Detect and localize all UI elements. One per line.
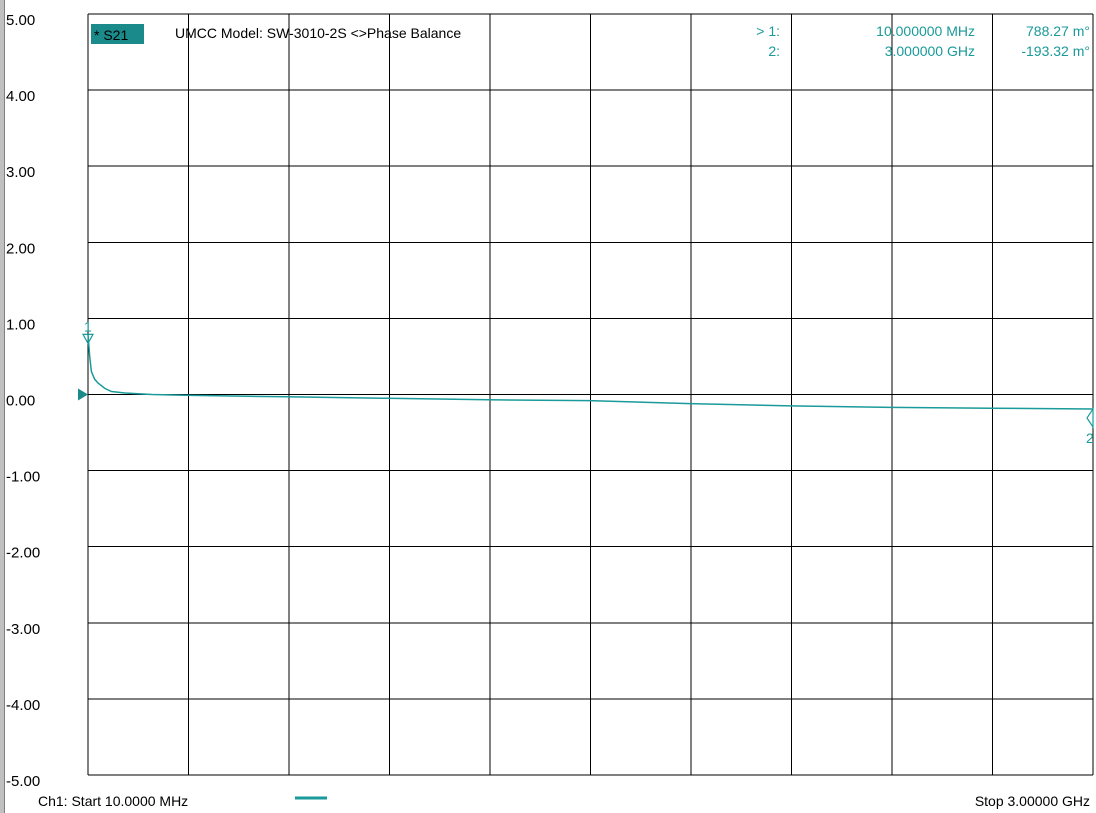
marker-1-frequency: 10.000000 MHz (876, 23, 975, 39)
marker-1-value: 788.27 m° (1026, 23, 1090, 39)
y-tick-label: -5.00 (6, 773, 40, 790)
trace-badge-bg[interactable] (91, 24, 144, 44)
y-tick-label: 2.00 (6, 240, 35, 257)
trace-badge[interactable]: * S21 (94, 27, 128, 43)
trace-line (87, 334, 1094, 410)
y-tick-label: 3.00 (6, 164, 35, 181)
y-tick-label: 1.00 (6, 316, 35, 333)
stop-frequency-label: Stop 3.00000 GHz (975, 793, 1090, 809)
marker-1-symbol-label: 1 (84, 318, 92, 334)
trace-s21 (87, 334, 1094, 410)
y-tick-labels: 5.00 4.00 3.00 2.00 1.00 0.00 -1.00 -2.00 -3.00 -… (6, 12, 40, 790)
marker-2-frequency: 3.000000 GHz (885, 43, 975, 59)
marker-1-symbol (81, 333, 95, 345)
y-tick-label: -4.00 (6, 697, 40, 714)
y-tick-label: -3.00 (6, 621, 40, 638)
marker-2-index: 2: (768, 43, 780, 59)
reference-level-pointer (78, 388, 88, 401)
chart-title: UMCC Model: SW-3010-2S <>Phase Balance (175, 25, 461, 41)
y-tick-label: 0.00 (6, 393, 35, 410)
left-edge-bar (0, 0, 5, 813)
marker-2-value: -193.32 m° (1021, 43, 1090, 59)
marker-2-symbol-label: 2 (1086, 430, 1094, 446)
y-tick-label: 5.00 (6, 12, 35, 29)
start-frequency-label: Ch1: Start 10.0000 MHz (38, 793, 188, 809)
marker-symbols: 12 (78, 318, 1094, 446)
y-tick-label: -1.00 (6, 469, 40, 486)
y-tick-label: -2.00 (6, 545, 40, 562)
chart-grid (87, 13, 1094, 776)
y-tick-label: 4.00 (6, 88, 35, 105)
marker-1-index: > 1: (756, 23, 780, 39)
marker-2-symbol (1086, 406, 1094, 429)
